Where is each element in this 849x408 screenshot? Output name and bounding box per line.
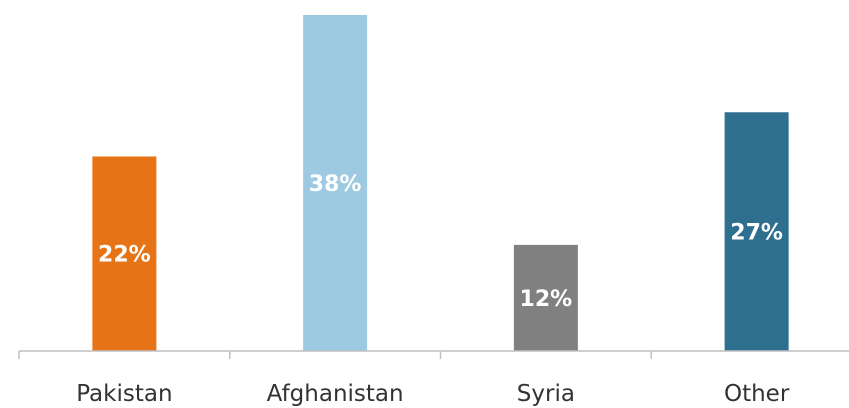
category-label-syria: Syria [517,381,575,407]
bar-other [724,112,789,352]
bars-group [92,15,789,352]
bar-afghanistan [303,15,368,351]
data-label-other: 27% [730,221,783,246]
data-label-syria: 12% [520,287,573,312]
category-label-pakistan: Pakistan [76,381,172,407]
bar-syria [513,244,578,351]
category-label-afghanistan: Afghanistan [267,381,404,407]
labels-group: 22% Pakistan 38% Afghanistan 12% Syria 27% Othe… [76,172,790,407]
data-label-pakistan: 22% [98,243,151,268]
data-label-afghanistan: 38% [309,172,362,197]
x-axis [18,350,849,359]
bar-pakistan [92,156,157,351]
category-label-other: Other [724,381,790,407]
